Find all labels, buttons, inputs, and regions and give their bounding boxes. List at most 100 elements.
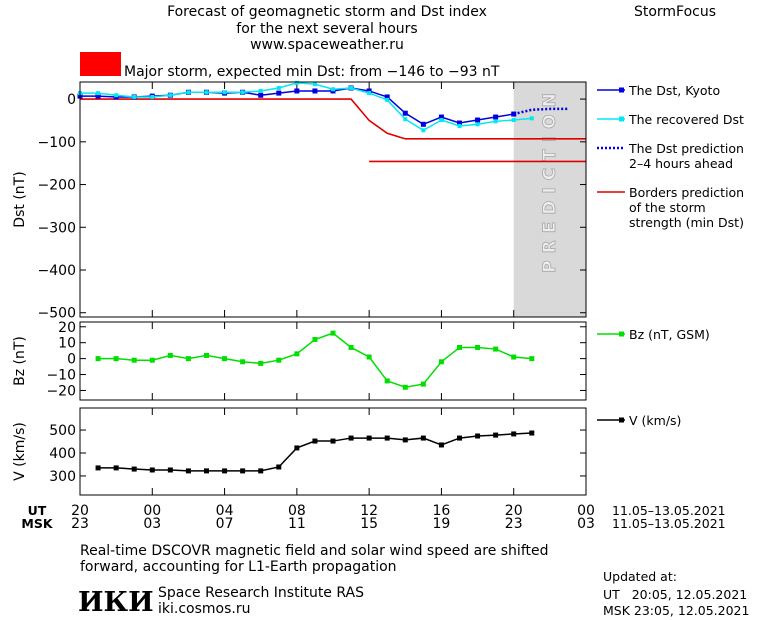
- legend-label: The recovered Dst: [628, 112, 744, 127]
- title-line: www.spaceweather.ru: [250, 37, 404, 53]
- x-tick-label: 12: [360, 503, 378, 519]
- note-line: Real-time DSCOVR magnetic field and sola…: [80, 543, 549, 559]
- marker: [511, 118, 516, 123]
- y-tick-label: −300: [38, 220, 76, 236]
- marker: [493, 114, 499, 120]
- marker: [185, 468, 191, 474]
- marker: [366, 354, 372, 360]
- marker: [276, 85, 281, 90]
- x-tick-label-msk: 11: [288, 516, 306, 532]
- legend-label: Bz (nT, GSM): [629, 327, 710, 342]
- y-tick-label: −500: [38, 306, 76, 322]
- marker: [294, 445, 300, 451]
- marker: [493, 432, 499, 438]
- y-tick-label: −400: [38, 263, 76, 279]
- x-tick-label: 00: [577, 503, 595, 519]
- x-tick-label-msk: 03: [143, 516, 161, 532]
- x-tick-label: 00: [143, 503, 161, 519]
- marker: [113, 356, 119, 362]
- storm-box: [80, 52, 121, 76]
- marker: [186, 90, 191, 95]
- marker: [529, 430, 535, 436]
- plot-frame: [79, 321, 587, 401]
- marker: [402, 110, 408, 116]
- marker: [384, 378, 390, 384]
- date-range: 11.05–13.05.2021: [612, 503, 726, 518]
- y-tick-label: −20: [46, 383, 76, 399]
- plot-frame: [79, 407, 587, 496]
- x-tick-label-msk: 23: [71, 516, 89, 532]
- marker: [312, 438, 318, 444]
- marker: [167, 467, 173, 473]
- marker: [276, 357, 282, 363]
- marker: [475, 122, 480, 127]
- marker: [258, 88, 263, 93]
- marker: [457, 344, 462, 350]
- x-tick-label-msk: 19: [433, 516, 451, 532]
- marker: [420, 121, 426, 127]
- marker: [276, 90, 282, 96]
- marker: [493, 119, 498, 124]
- marker: [529, 356, 535, 362]
- marker: [294, 80, 299, 85]
- marker: [511, 354, 517, 360]
- marker: [276, 464, 282, 470]
- marker: [403, 117, 408, 122]
- marker: [384, 94, 390, 100]
- marker: [385, 97, 390, 102]
- legend-label: The Dst, Kyoto: [628, 83, 720, 98]
- marker: [312, 337, 318, 343]
- x-tick-label: 20: [71, 503, 89, 519]
- y-tick-label: 0: [67, 92, 76, 108]
- marker: [348, 435, 354, 441]
- marker: [420, 381, 426, 387]
- marker: [222, 90, 227, 95]
- updated-msk: MSK 23:05, 12.05.2021: [603, 603, 749, 618]
- marker: [294, 351, 300, 357]
- marker: [330, 438, 336, 444]
- y-axis-label: Bz (nT): [12, 336, 28, 386]
- marker: [457, 120, 462, 126]
- y-tick-label: 500: [49, 423, 76, 439]
- legend-label: V (km/s): [629, 413, 681, 428]
- marker: [367, 91, 372, 96]
- x-tick-label: 04: [216, 503, 234, 519]
- marker: [331, 87, 335, 92]
- marker: [457, 435, 462, 441]
- msk-label: MSK: [21, 516, 53, 531]
- marker: [258, 92, 264, 98]
- x-tick-label: 16: [433, 503, 451, 519]
- series-line: [513, 107, 568, 116]
- y-axis-label: V (km/s): [12, 422, 28, 481]
- x-tick-label: 20: [505, 503, 523, 519]
- legend-label: strength (min Dst): [629, 215, 744, 230]
- marker: [349, 85, 354, 90]
- marker: [185, 356, 191, 362]
- marker: [258, 468, 264, 474]
- logo: ИКИ: [78, 587, 154, 618]
- marker: [132, 94, 137, 99]
- plot-frame: [79, 81, 587, 318]
- x-tick-label-msk: 03: [577, 516, 595, 532]
- y-axis-label: Dst (nT): [12, 171, 28, 227]
- site: iki.cosmos.ru: [158, 601, 250, 617]
- marker: [330, 330, 336, 336]
- prediction-region: [513, 82, 586, 317]
- marker: [204, 90, 209, 95]
- x-tick-label-msk: 07: [216, 516, 234, 532]
- series-line: [80, 82, 532, 132]
- storm-label: Major storm, expected min Dst: from −146…: [124, 64, 500, 80]
- marker: [475, 117, 481, 123]
- marker: [366, 88, 372, 94]
- updated-ut: UT 20:05, 12.05.2021: [603, 587, 747, 602]
- marker: [511, 431, 517, 437]
- marker: [384, 435, 390, 441]
- marker: [421, 128, 426, 133]
- marker: [114, 93, 119, 98]
- legend-marker: [619, 87, 624, 93]
- marker: [529, 116, 534, 121]
- marker: [438, 359, 444, 365]
- marker: [95, 465, 101, 471]
- marker: [96, 91, 101, 96]
